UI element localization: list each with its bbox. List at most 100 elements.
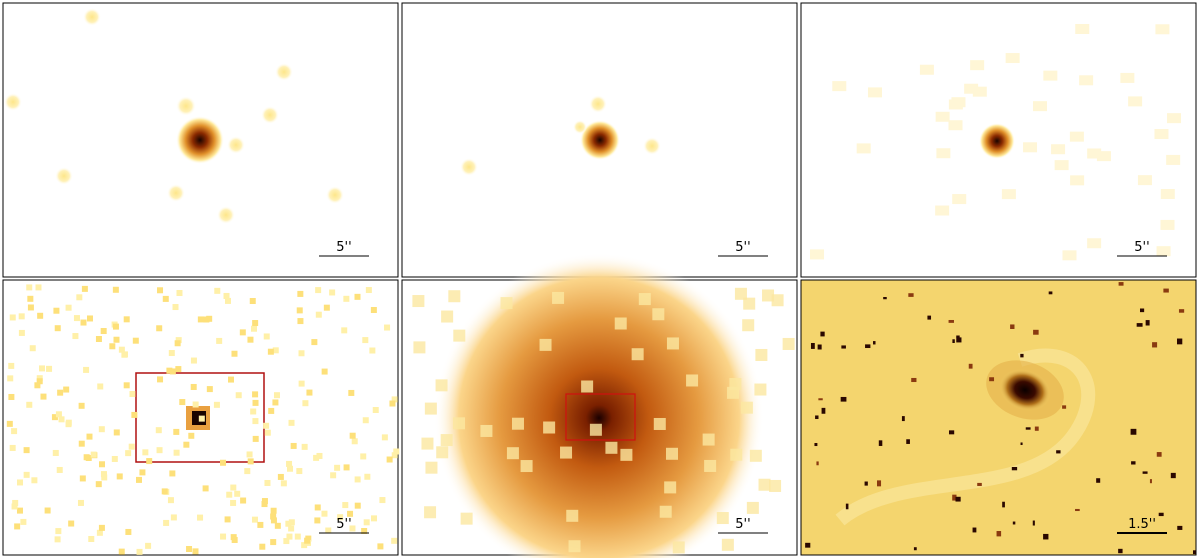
noise-pixel [244, 468, 251, 475]
noise-pixel [27, 295, 34, 302]
noise-pixel [197, 514, 204, 521]
noise-pixel [1156, 246, 1171, 257]
source [167, 184, 185, 202]
noise-pixel [955, 496, 961, 502]
noise-pixel [1136, 323, 1143, 327]
noise-pixel [364, 473, 371, 480]
source [326, 186, 344, 204]
noise-pixel [290, 442, 297, 449]
noise-pixel [543, 421, 556, 434]
noise-pixel [1048, 291, 1053, 295]
noise-pixel [252, 435, 259, 442]
noise-pixel [560, 446, 573, 459]
noise-pixel [26, 284, 33, 291]
noise-pixel [31, 477, 38, 484]
noise-pixel [996, 531, 1002, 537]
noise-pixel [128, 443, 135, 450]
noise-pixel [11, 503, 18, 510]
noise-pixel [174, 340, 181, 347]
noise-pixel [11, 428, 18, 435]
noise-pixel [371, 515, 378, 522]
noise-pixel [186, 546, 193, 553]
noise-pixel [354, 293, 361, 300]
source [643, 137, 661, 155]
noise-pixel [330, 472, 337, 479]
scale-label: 5'' [336, 240, 351, 255]
noise-pixel [393, 448, 400, 455]
noise-pixel [370, 306, 377, 313]
noise-pixel [272, 399, 279, 406]
noise-pixel [742, 319, 755, 332]
noise-pixel [315, 311, 322, 318]
noise-pixel [113, 429, 120, 436]
astronomy-images [4, 8, 1196, 558]
noise-pixel [631, 348, 644, 361]
noise-pixel [112, 323, 119, 330]
noise-pixel [252, 391, 259, 398]
noise-pixel [343, 295, 350, 302]
noise-pixel [135, 476, 142, 483]
noise-pixel [65, 304, 72, 311]
noise-pixel [956, 337, 962, 343]
noise-pixel [111, 455, 118, 462]
noise-pixel [906, 439, 910, 444]
noise-pixel [214, 287, 221, 294]
noise-pixel [372, 407, 379, 414]
noise-pixel [161, 488, 168, 495]
source [573, 120, 587, 134]
noise-pixel [936, 148, 951, 159]
noise-pixel [652, 308, 665, 321]
noise-pixel [157, 376, 164, 383]
noise-pixel [20, 518, 27, 525]
noise-pixel [288, 525, 295, 532]
noise-pixel [721, 538, 734, 551]
noise-pixel [98, 524, 105, 531]
source [217, 206, 235, 224]
scale-bars: 5'' 5'' 5'' 5'' 5'' 1.5'' [319, 240, 1167, 534]
noise-pixel [878, 440, 883, 446]
noise-pixel [83, 366, 90, 373]
noise-pixel [968, 363, 973, 369]
noise-pixel [172, 304, 179, 311]
noise-pixel [234, 490, 241, 497]
noise-pixel [552, 291, 565, 304]
noise-pixel [381, 434, 388, 441]
noise-pixel [814, 443, 818, 447]
noise-pixel [252, 320, 259, 327]
noise-pixel [54, 536, 61, 543]
noise-pixel [1154, 129, 1169, 140]
noise-pixel [301, 443, 308, 450]
noise-pixel [865, 344, 871, 349]
noise-pixel [58, 416, 65, 423]
noise-pixel [908, 293, 914, 297]
noise-pixel [18, 313, 25, 320]
noise-pixel [230, 484, 237, 491]
noise-pixel [754, 383, 767, 396]
noise-pixel [224, 516, 231, 523]
noise-pixel [113, 336, 120, 343]
noise-pixel [460, 512, 473, 525]
source [176, 96, 196, 116]
noise-pixel [90, 451, 97, 458]
noise-pixel [782, 337, 795, 350]
noise-pixel [259, 543, 266, 550]
noise-pixel [99, 461, 106, 468]
noise-pixel [131, 411, 138, 418]
noise-pixel [1155, 24, 1170, 35]
noise-pixel [142, 449, 149, 456]
noise-pixel [17, 479, 24, 486]
noise-pixel [379, 497, 386, 504]
noise-pixel [283, 538, 290, 545]
noise-pixel [123, 382, 130, 389]
noise-pixel [758, 478, 771, 491]
noise-pixel [377, 543, 384, 550]
noise-pixel [716, 512, 729, 525]
source [979, 123, 1015, 159]
noise-pixel [360, 453, 367, 460]
noise-pixel [323, 304, 330, 311]
noise-pixel [156, 325, 163, 332]
noise-pixel [39, 365, 46, 372]
noise-pixel [192, 548, 199, 555]
noise-pixel [100, 471, 107, 478]
noise-pixel [273, 392, 280, 399]
